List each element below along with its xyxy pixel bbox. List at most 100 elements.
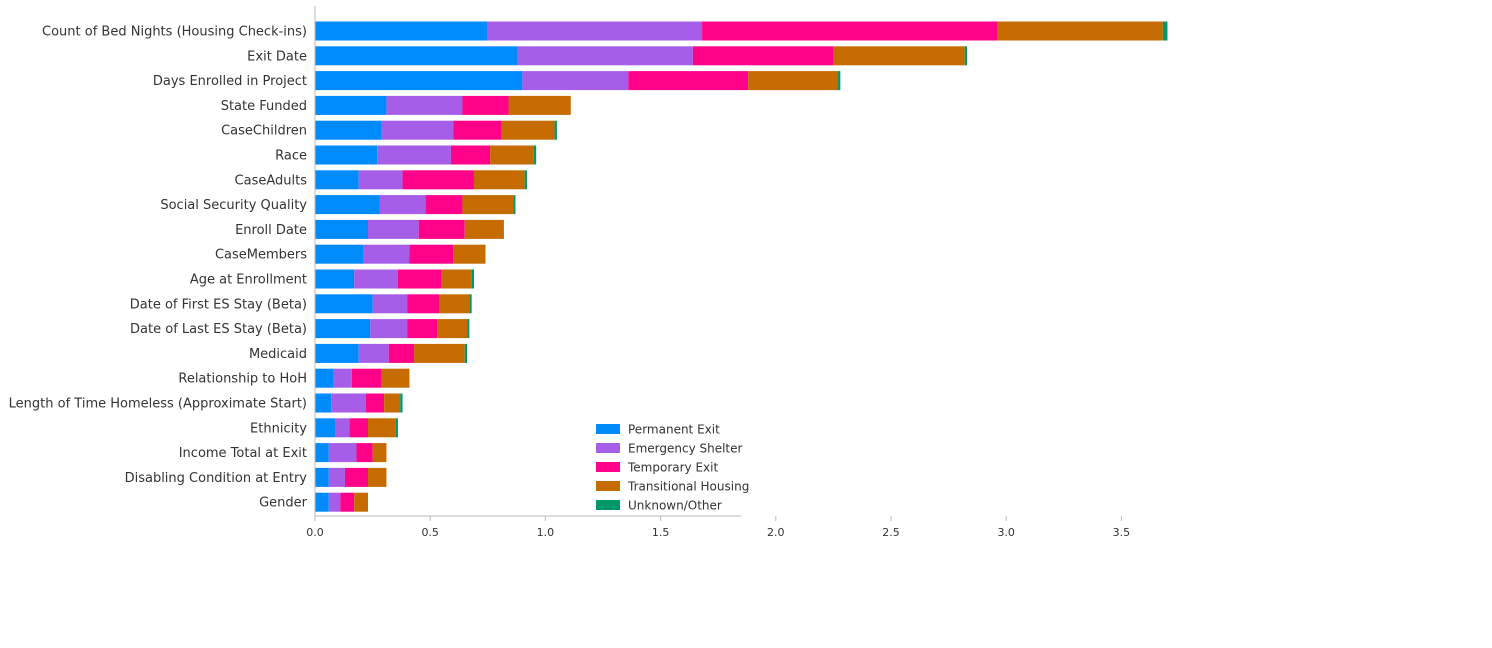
bar-segment: [467, 319, 470, 339]
y-tick-label: Disabling Condition at Entry: [125, 471, 308, 486]
bar-segment: [354, 269, 398, 289]
bar-segment: [370, 319, 408, 339]
bar-segment: [315, 95, 387, 115]
bar-segment: [315, 170, 359, 190]
x-tick-label: 0.0: [306, 526, 324, 539]
x-tick-label: 2.5: [882, 526, 900, 539]
y-tick-label: Ethnicity: [250, 421, 307, 436]
y-tick-label: CaseChildren: [221, 124, 307, 139]
bar-segment: [748, 71, 839, 91]
bar-segment: [328, 467, 345, 487]
bar-segment: [407, 294, 440, 314]
y-tick-label: Age at Enrollment: [190, 273, 307, 288]
legend-label: Temporary Exit: [627, 461, 718, 475]
legend: Permanent Exit Emergency Shelter Temporary…: [596, 423, 749, 513]
bar-segment: [418, 219, 465, 239]
legend-swatch: [596, 443, 620, 453]
bar-segment: [333, 368, 352, 388]
bar-segment: [315, 71, 523, 91]
x-tick-label: 3.0: [997, 526, 1015, 539]
legend-swatch: [596, 424, 620, 434]
y-tick-label: Race: [275, 149, 307, 164]
legend-label: Permanent Exit: [628, 423, 720, 437]
y-tick-label: Date of First ES Stay (Beta): [130, 297, 307, 312]
bar-segment: [471, 269, 474, 289]
y-tick-label: Gender: [259, 496, 308, 511]
bar-segment: [473, 170, 525, 190]
y-tick-label: CaseMembers: [215, 248, 307, 263]
y-tick-label: Relationship to HoH: [178, 372, 307, 387]
y-tick-label: Length of Time Homeless (Approximate Sta…: [9, 397, 307, 412]
y-tick-label: Count of Bed Nights (Housing Check-ins): [42, 25, 307, 40]
bar-segment: [315, 145, 378, 165]
bar-segment: [315, 467, 329, 487]
bar-segment: [384, 393, 401, 413]
bar-segment: [487, 21, 703, 41]
bar-segment: [356, 443, 373, 463]
bar-segment: [464, 219, 504, 239]
bar-segment: [315, 195, 380, 215]
bar-segment: [450, 145, 491, 165]
bar-segment: [351, 368, 382, 388]
legend-label: Emergency Shelter: [628, 442, 743, 456]
legend-swatch: [596, 500, 620, 510]
legend-label: Transitional Housing: [627, 480, 749, 494]
bar-segment: [395, 418, 398, 438]
y-tick-label: Medicaid: [249, 347, 307, 362]
bar-segment: [453, 120, 502, 140]
bar-segment: [386, 95, 463, 115]
bar-segment: [501, 120, 555, 140]
bar-segment: [315, 319, 371, 339]
bar-segment: [349, 418, 368, 438]
bar-segment: [367, 467, 387, 487]
x-tick-label: 1.0: [537, 526, 555, 539]
x-tick-label: 3.5: [1113, 526, 1131, 539]
bar-segment: [964, 46, 968, 66]
legend-swatch: [596, 462, 620, 472]
y-tick-label: Income Total at Exit: [179, 446, 307, 461]
bar-segment: [453, 244, 486, 264]
bar-segment: [524, 170, 527, 190]
legend-label: Unknown/Other: [628, 499, 722, 513]
bar-segment: [407, 319, 438, 339]
x-tick-label: 1.5: [652, 526, 670, 539]
bar-segment: [367, 219, 419, 239]
bar-segment: [315, 492, 329, 512]
bar-segment: [315, 443, 329, 463]
bar-segment: [328, 443, 357, 463]
y-tick-label: CaseAdults: [235, 173, 308, 188]
bar-segment: [425, 195, 463, 215]
bar-segment: [365, 393, 385, 413]
bar-segment: [367, 418, 396, 438]
bar-segment: [439, 294, 470, 314]
bar-segment: [377, 145, 451, 165]
bar-segment: [315, 46, 518, 66]
bar-segment: [315, 120, 382, 140]
bar-segment: [462, 95, 509, 115]
bar-segment: [554, 120, 557, 140]
bar-segment: [315, 244, 364, 264]
bar-segment: [315, 294, 373, 314]
bar-segment: [517, 46, 693, 66]
bar-segment: [379, 195, 426, 215]
bar-segment: [335, 418, 350, 438]
bar-segment: [437, 319, 468, 339]
bars-layer: [315, 21, 1168, 512]
bar-segment: [513, 195, 516, 215]
bar-segment: [464, 343, 468, 363]
bar-segment: [402, 170, 474, 190]
bar-segment: [397, 269, 442, 289]
bar-segment: [344, 467, 368, 487]
bar-segment: [315, 219, 368, 239]
bar-segment: [414, 343, 465, 363]
y-tick-label: Exit Date: [247, 49, 307, 64]
bar-segment: [522, 71, 629, 91]
bar-segment: [372, 294, 408, 314]
bar-segment: [331, 393, 366, 413]
bar-segment: [358, 170, 403, 190]
bar-segment: [315, 393, 332, 413]
bar-segment: [381, 120, 454, 140]
bar-segment: [381, 368, 410, 388]
y-tick-label: Enroll Date: [235, 223, 307, 238]
